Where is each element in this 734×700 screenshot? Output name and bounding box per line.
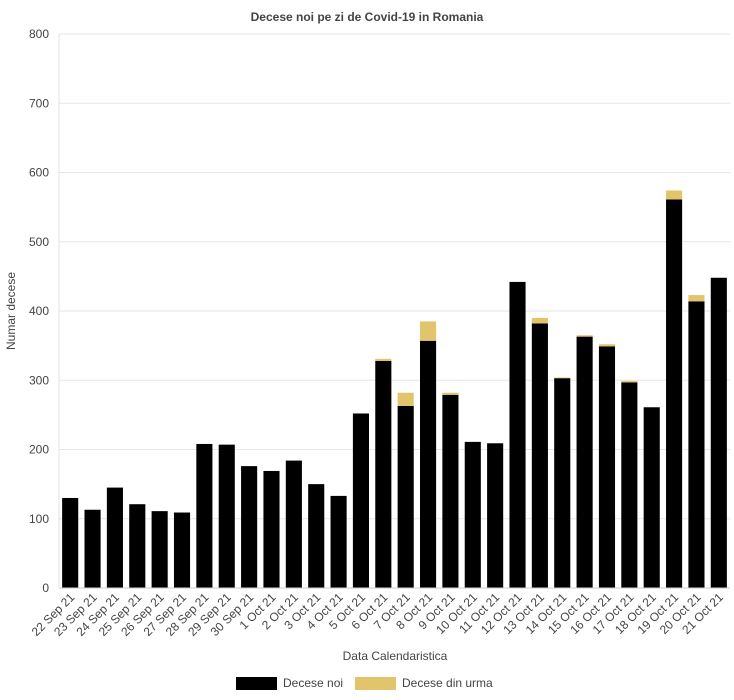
bar-decese-noi[interactable] [173,512,191,588]
legend-swatch-decese-din-urma[interactable] [355,677,396,690]
bar-decese-noi[interactable] [419,340,437,588]
bar-decese-noi[interactable] [509,281,526,588]
bar-decese-noi[interactable] [397,405,414,588]
bar-decese-din-urma[interactable] [531,317,548,324]
y-tick-label: 500 [29,235,49,249]
bar-decese-noi[interactable] [263,470,280,588]
bar-decese-noi[interactable] [598,346,616,588]
y-tick-label: 700 [29,96,49,110]
legend-label-decese-din-urma[interactable]: Decese din urma [402,676,493,690]
bar-decese-noi[interactable] [643,407,660,588]
bar-decese-noi[interactable] [196,443,213,588]
bar-decese-noi[interactable] [129,504,146,588]
bar-decese-noi[interactable] [62,497,79,588]
bar-decese-din-urma[interactable] [375,358,392,361]
bar-decese-noi[interactable] [218,444,235,588]
bar-decese-din-urma[interactable] [397,392,414,406]
bar-decese-noi[interactable] [531,323,548,588]
bar-decese-noi[interactable] [308,484,325,588]
bar-decese-noi[interactable] [375,360,392,588]
x-axis-label: Data Calendaristica [343,649,448,663]
y-tick-label: 400 [29,304,49,318]
bar-decese-noi[interactable] [241,466,258,588]
bar-decese-noi[interactable] [106,487,123,588]
bar-decese-noi[interactable] [666,199,683,588]
y-tick-label: 0 [42,581,49,595]
bars [62,190,727,588]
bar-decese-noi[interactable] [464,441,481,588]
legend-swatch-decese-noi[interactable] [236,677,277,690]
y-axis-label: Numar decese [4,272,18,350]
y-tick-label: 300 [29,373,49,387]
bar-decese-din-urma[interactable] [419,321,437,341]
bar-decese-din-urma[interactable] [576,335,593,337]
bar-decese-noi[interactable] [330,495,347,588]
bar-decese-noi[interactable] [688,301,705,588]
y-tick-label: 100 [29,512,49,526]
bar-decese-din-urma[interactable] [621,380,638,383]
bar-decese-noi[interactable] [710,277,727,588]
bar-decese-noi[interactable] [487,443,504,588]
y-tick-label: 200 [29,443,49,457]
bar-decese-noi[interactable] [352,413,370,588]
y-tick-label: 800 [29,27,49,41]
bar-decese-noi[interactable] [151,511,168,588]
legend-label-decese-noi[interactable]: Decese noi [283,676,343,690]
bar-decese-noi[interactable] [621,382,638,588]
bar-decese-din-urma[interactable] [666,190,683,200]
bar-decese-din-urma[interactable] [442,392,459,395]
bar-decese-noi[interactable] [442,394,459,588]
legend[interactable]: Decese noi Decese din urma [236,676,493,690]
bar-decese-noi[interactable] [576,336,593,588]
y-tick-label: 600 [29,166,49,180]
bar-decese-noi[interactable] [84,509,101,588]
bar-decese-noi[interactable] [554,378,571,588]
chart-title: Decese noi pe zi de Covid-19 in Romania [251,10,484,24]
gridlines [59,33,730,520]
y-axis-ticks: 0 100 200 300 400 500 600 700 800 [29,27,49,595]
bar-decese-noi[interactable] [285,460,302,588]
bar-decese-din-urma[interactable] [554,377,571,379]
bar-decese-din-urma[interactable] [688,295,705,302]
bar-decese-din-urma[interactable] [598,344,616,347]
